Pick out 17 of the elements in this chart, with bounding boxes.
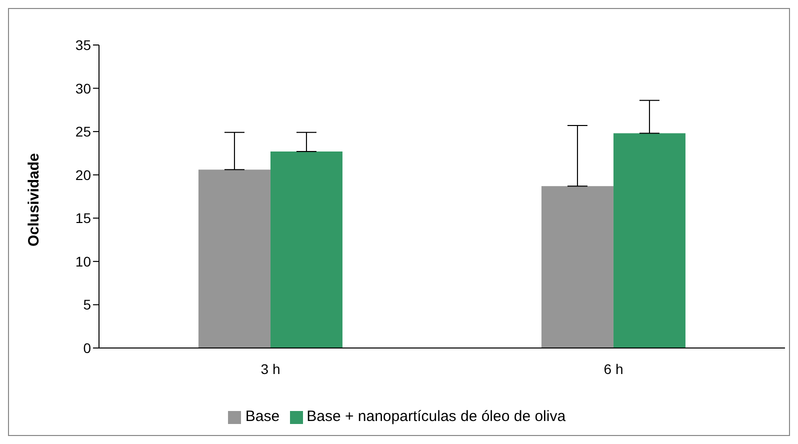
y-axis-title: Oclusividade	[25, 153, 42, 246]
bar	[270, 151, 342, 348]
bar	[198, 170, 270, 348]
legend-label: Base	[245, 408, 280, 425]
y-tick-label: 15	[75, 210, 92, 226]
x-tick-label: 6 h	[604, 360, 624, 377]
bar	[541, 186, 614, 348]
legend-label: Base + nanopartículas de óleo de oliva	[306, 408, 566, 425]
y-tick-label: 30	[75, 80, 92, 96]
y-tick-label: 35	[75, 36, 92, 53]
y-tick-label: 20	[75, 166, 92, 183]
bar	[613, 133, 686, 348]
y-tick-label: 5	[83, 296, 92, 313]
y-tick-label: 25	[75, 124, 92, 140]
y-tick-label: 0	[83, 340, 92, 356]
x-tick-label: 3 h	[260, 360, 280, 377]
y-tick-label: 10	[75, 253, 92, 270]
